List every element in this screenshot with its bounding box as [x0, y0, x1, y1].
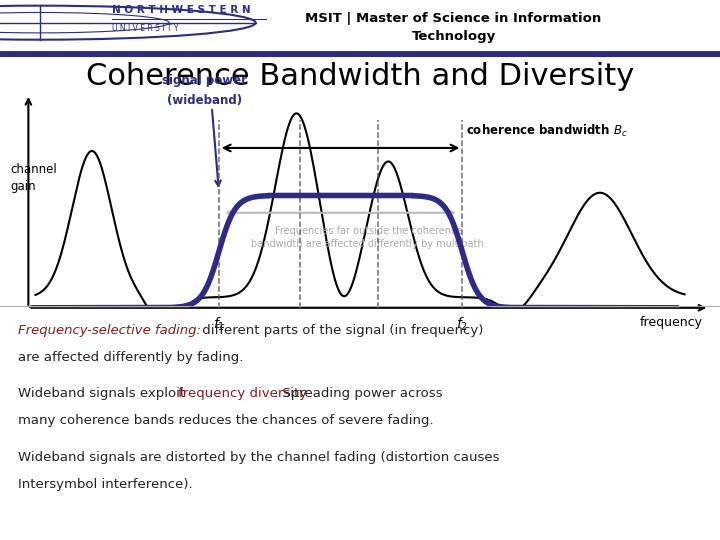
- Text: Intersymbol interference).: Intersymbol interference).: [18, 478, 193, 491]
- Text: N O R T H W E S T E R N: N O R T H W E S T E R N: [112, 5, 251, 15]
- Text: frequency diversity: frequency diversity: [178, 387, 307, 400]
- Text: are affected differently by fading.: are affected differently by fading.: [18, 351, 243, 364]
- Text: frequency: frequency: [639, 316, 702, 329]
- Text: (wideband): (wideband): [167, 94, 243, 107]
- Text: coherence bandwidth $B_c$: coherence bandwidth $B_c$: [466, 123, 627, 139]
- Text: $f_2$: $f_2$: [456, 315, 469, 333]
- Text: Technology: Technology: [411, 30, 496, 43]
- Text: channel
gain: channel gain: [11, 163, 58, 193]
- Text: U N I V E R S I T Y: U N I V E R S I T Y: [112, 24, 178, 33]
- Text: many coherence bands reduces the chances of severe fading.: many coherence bands reduces the chances…: [18, 414, 433, 427]
- Text: Coherence Bandwidth and Diversity: Coherence Bandwidth and Diversity: [86, 63, 634, 91]
- Text: Wideband signals are distorted by the channel fading (distortion causes: Wideband signals are distorted by the ch…: [18, 451, 500, 464]
- Text: . Spreading power across: . Spreading power across: [274, 387, 443, 400]
- Text: Frequencies far outside the coherence
bandwidth are affected differently by mult: Frequencies far outside the coherence ba…: [251, 226, 487, 249]
- Text: Wideband signals exploit: Wideband signals exploit: [18, 387, 189, 400]
- Text: different parts of the signal (in frequency): different parts of the signal (in freque…: [198, 324, 483, 337]
- Text: MSIT | Master of Science in Information: MSIT | Master of Science in Information: [305, 12, 602, 25]
- Text: $f_1$: $f_1$: [213, 315, 225, 333]
- Text: Frequency-selective fading:: Frequency-selective fading:: [18, 324, 201, 337]
- Text: signal power: signal power: [162, 75, 247, 87]
